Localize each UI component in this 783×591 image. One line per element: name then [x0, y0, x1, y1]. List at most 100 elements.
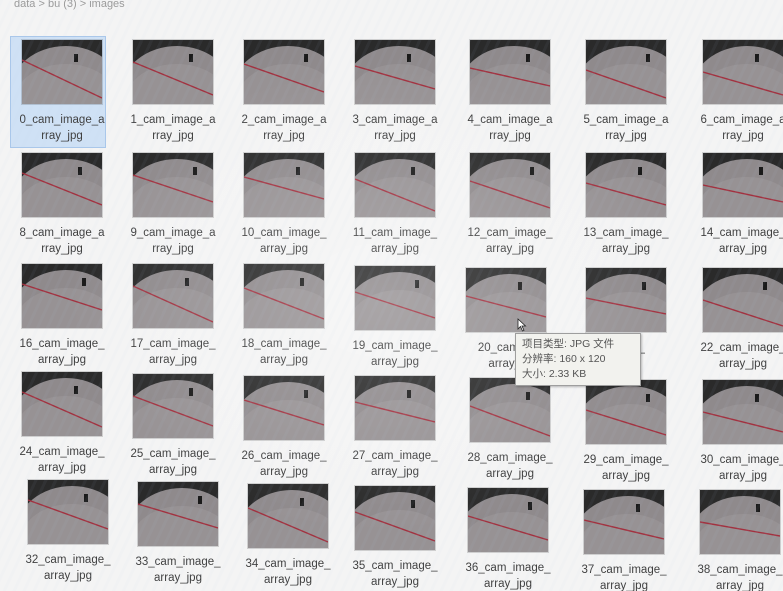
file-item[interactable]: 29_cam_image_ array_jpg	[578, 380, 674, 484]
file-item[interactable]: 32_cam_image_ array_jpg	[20, 480, 116, 584]
file-item[interactable]: 13_cam_image_ array_jpg	[578, 153, 674, 257]
file-item[interactable]: 12_cam_image_ array_jpg	[462, 153, 558, 257]
mouse-cursor-icon	[517, 318, 527, 332]
file-thumbnail	[700, 490, 780, 554]
file-item[interactable]: 0_cam_image_a rray_jpg	[10, 36, 110, 148]
file-thumbnail	[355, 486, 435, 550]
file-thumbnail	[586, 153, 666, 217]
file-thumbnail	[244, 153, 324, 217]
file-thumbnail	[248, 484, 328, 548]
file-thumbnail	[584, 490, 664, 554]
file-name: 30_cam_image_ array_jpg	[700, 454, 783, 482]
file-thumbnail	[355, 153, 435, 217]
file-item[interactable]: 14_cam_image_ array_jpg	[695, 153, 783, 257]
file-thumbnail	[133, 264, 213, 328]
file-name: 12_cam_image_ array_jpg	[467, 227, 553, 255]
file-name: 5_cam_image_a rray_jpg	[583, 114, 669, 142]
file-thumbnail	[244, 376, 324, 440]
file-name: 1_cam_image_a rray_jpg	[130, 114, 216, 142]
file-thumbnail	[470, 153, 550, 217]
file-name: 13_cam_image_ array_jpg	[583, 227, 669, 255]
file-item[interactable]: 24_cam_image_ array_jpg	[14, 372, 110, 476]
file-name: 33_cam_image_ array_jpg	[135, 556, 221, 584]
file-name: 27_cam_image_ array_jpg	[352, 450, 438, 478]
file-name: 17_cam_image_ array_jpg	[130, 338, 216, 366]
file-name: 19_cam_image_ array_jpg	[352, 340, 438, 368]
file-item[interactable]: 25_cam_image_ array_jpg	[125, 374, 221, 478]
file-name: 29_cam_image_ array_jpg	[583, 454, 669, 482]
file-item[interactable]: 36_cam_image_ array_jpg	[460, 488, 556, 591]
file-item[interactable]: 16_cam_image_ array_jpg	[14, 264, 110, 368]
file-name: 37_cam_image_ array_jpg	[581, 564, 667, 591]
file-item[interactable]: 18_cam_image_ array_jpg	[236, 264, 332, 368]
file-item[interactable]: 20_cam_in array_j	[458, 268, 554, 372]
file-name: 8_cam_image_a rray_jpg	[19, 227, 105, 255]
file-thumbnail	[703, 268, 783, 332]
tooltip-resolution: 分辨率: 160 x 120	[522, 353, 606, 365]
file-name: 38_cam_image_ array_jpg	[697, 564, 783, 591]
file-thumbnail	[244, 264, 324, 328]
file-thumbnail	[470, 378, 550, 442]
file-name: 2_cam_image_a rray_jpg	[241, 114, 327, 142]
file-item[interactable]: 27_cam_image_ array_jpg	[347, 376, 443, 480]
file-item[interactable]: 26_cam_image_ array_jpg	[236, 376, 332, 480]
file-thumbnail	[355, 266, 435, 330]
file-name: 26_cam_image_ array_jpg	[241, 450, 327, 478]
file-tooltip: 项目类型: JPG 文件 分辨率: 160 x 120 大小: 2.33 KB	[515, 333, 641, 386]
file-item[interactable]: 9_cam_image_a rray_jpg	[125, 153, 221, 257]
file-name: 24_cam_image_ array_jpg	[19, 446, 105, 474]
file-thumbnail	[703, 153, 783, 217]
file-item[interactable]: 10_cam_image_ array_jpg	[236, 153, 332, 257]
file-item[interactable]: 11_cam_image_ array_jpg	[347, 153, 443, 257]
file-item[interactable]: 3_cam_image_a rray_jpg	[347, 40, 443, 144]
file-thumbnail	[355, 40, 435, 104]
file-name: 0_cam_image_a rray_jpg	[19, 114, 105, 142]
file-item[interactable]: 6_cam_image_a rray_jpg	[695, 40, 783, 144]
file-item[interactable]: 37_cam_image_ array_jpg	[576, 490, 672, 591]
file-thumbnail	[133, 374, 213, 438]
file-name: 10_cam_image_ array_jpg	[241, 227, 327, 255]
address-path[interactable]: data > bu (3) > images	[14, 0, 125, 10]
file-thumbnail	[133, 40, 213, 104]
file-thumbnail	[586, 40, 666, 104]
file-thumbnail	[133, 153, 213, 217]
file-name: 14_cam_image_ array_jpg	[700, 227, 783, 255]
tooltip-type: 项目类型: JPG 文件	[522, 338, 615, 350]
file-thumbnail	[22, 153, 102, 217]
file-item[interactable]: 5_cam_image_a rray_jpg	[578, 40, 674, 144]
file-item[interactable]: 28_cam_image_ array_jpg	[462, 378, 558, 482]
file-name: 25_cam_image_ array_jpg	[130, 448, 216, 476]
tooltip-size: 大小: 2.33 KB	[522, 368, 587, 380]
file-item[interactable]: 8_cam_image_a rray_jpg	[14, 153, 110, 257]
file-item[interactable]: 2_cam_image_a rray_jpg	[236, 40, 332, 144]
file-item[interactable]: 19_cam_image_ array_jpg	[347, 266, 443, 370]
file-item[interactable]: 33_cam_image_ array_jpg	[130, 482, 226, 586]
file-name: 34_cam_image_ array_jpg	[245, 558, 331, 586]
file-name: 3_cam_image_a rray_jpg	[352, 114, 438, 142]
file-thumbnail	[703, 40, 783, 104]
file-name: 22_cam_image_ array_jpg	[700, 342, 783, 370]
file-thumbnail	[22, 40, 102, 104]
file-name: 16_cam_image_ array_jpg	[19, 338, 105, 366]
file-item[interactable]: 17_cam_image_ array_jpg	[125, 264, 221, 368]
file-name: 6_cam_image_a rray_jpg	[700, 114, 783, 142]
file-thumbnail	[703, 380, 783, 444]
file-item[interactable]: 22_cam_image_ array_jpg	[695, 268, 783, 372]
file-item[interactable]: 30_cam_image_ array_jpg	[695, 380, 783, 484]
file-thumbnail	[586, 380, 666, 444]
file-thumbnail	[468, 488, 548, 552]
file-item[interactable]: 4_cam_image_a rray_jpg	[462, 40, 558, 144]
file-name: 18_cam_image_ array_jpg	[241, 338, 327, 366]
file-item[interactable]: 35_cam_image_ array_jpg	[347, 486, 443, 590]
file-thumbnail	[138, 482, 218, 546]
file-name: 11_cam_image_ array_jpg	[352, 227, 438, 255]
file-name: 28_cam_image_ array_jpg	[467, 452, 553, 480]
file-item[interactable]: 38_cam_image_ array_jpg	[692, 490, 783, 591]
file-thumbnail	[470, 40, 550, 104]
file-thumbnail	[22, 264, 102, 328]
file-item[interactable]: 34_cam_image_ array_jpg	[240, 484, 336, 588]
file-thumbnail	[28, 480, 108, 544]
file-item[interactable]: 1_cam_image_a rray_jpg	[125, 40, 221, 144]
